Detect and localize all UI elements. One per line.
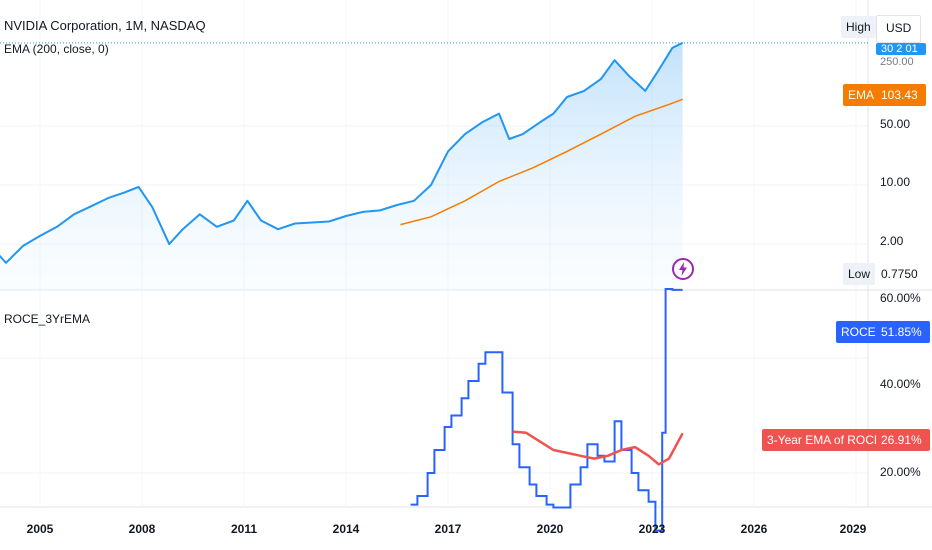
ema-line [400, 98, 683, 226]
x-label-2014: 2014 [332, 522, 360, 536]
ema-value-badge: 103.43 [876, 84, 926, 106]
high-value-badge: 30 2 01 [876, 43, 926, 55]
price-tick-2: 2.00 [880, 234, 904, 248]
low-value: 0.7750 [876, 263, 923, 285]
roce-value-badge: 51.85% [876, 321, 930, 343]
x-label-2026: 2026 [740, 522, 768, 536]
roce-ema-line [512, 430, 684, 466]
price-area [0, 42, 683, 290]
ema-label-badge: EMA [843, 84, 880, 106]
x-label-2005: 2005 [26, 522, 54, 536]
roce-line [410, 288, 683, 532]
x-label-2008: 2008 [128, 522, 156, 536]
ema-legend: EMA (200, close, 0) [4, 42, 109, 56]
currency-button[interactable]: USD [876, 15, 922, 43]
roce-tick-20: 20.00% [880, 465, 921, 479]
lightning-icon[interactable] [672, 258, 694, 280]
roce-tick-40: 40.00% [880, 377, 921, 391]
main-legend-title: NVIDIA Corporation, 1M, NASDAQ [4, 18, 206, 33]
x-label-2017: 2017 [434, 522, 462, 536]
high-label: High [841, 16, 876, 38]
price-line [0, 41, 684, 264]
roce-legend-title: ROCE_3YrEMA [4, 312, 91, 326]
price-tick-partial: 250.00 [880, 56, 914, 66]
price-tick-50: 50.00 [880, 117, 911, 131]
x-label-2011: 2011 [230, 522, 258, 536]
roce-tick-60: 60.00% [880, 291, 921, 305]
price-tick-10: 10.00 [880, 175, 911, 189]
x-label-2023: 2023 [638, 522, 666, 536]
x-label-2020: 2020 [536, 522, 564, 536]
low-label: Low [843, 263, 876, 285]
roce-ema-value-badge: 26.91% [876, 429, 930, 451]
roce-ema-label-badge: 3-Year EMA of ROCE [762, 429, 887, 451]
roce-label-badge: ROCE [836, 321, 881, 343]
x-label-2029: 2029 [839, 522, 867, 536]
